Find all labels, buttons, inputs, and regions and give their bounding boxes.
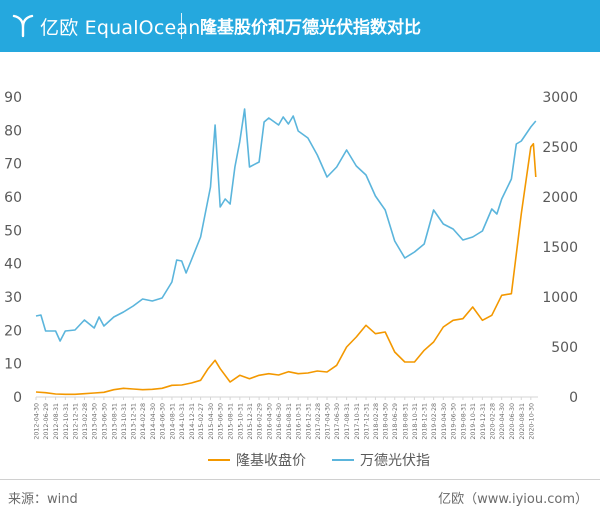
x-axis-tick-label: 2016-08-31 — [286, 403, 293, 440]
right-axis-tick-label: 500 — [551, 340, 578, 356]
x-axis-tick-label: 2017-06-30 — [334, 403, 341, 440]
x-axis-ticks: 2012-04-30 2012-06-29 2012-08-31 2012-10-31… — [34, 397, 535, 440]
legend: 隆基收盘价 万德光伏指 — [208, 452, 430, 469]
left-axis-tick-label: 30 — [4, 290, 22, 306]
page-title: 隆基股价和万德光伏指数对比 — [200, 18, 421, 38]
left-axis-tick-label: 90 — [4, 90, 22, 106]
x-axis-tick-label: 2016-10-31 — [296, 403, 303, 440]
left-axis-tick-label: 80 — [4, 123, 22, 139]
left-axis-tick-label: 70 — [4, 157, 22, 173]
x-axis-tick-label: 2014-06-30 — [160, 403, 167, 440]
x-axis-tick-label: 2013-12-31 — [131, 403, 138, 440]
right-axis-tick-label: 0 — [569, 390, 578, 406]
x-axis-tick-label: 2018-06-29 — [392, 403, 399, 440]
x-axis-tick-label: 2013-02-28 — [82, 403, 89, 440]
x-axis-tick-label: 2013-06-30 — [101, 403, 108, 440]
line-chart: 0 10 20 30 40 50 60 70 80 90 0 500 1000 1500 2000 2500… — [4, 90, 578, 469]
right-axis-tick-label: 1500 — [542, 240, 578, 256]
x-axis-tick-label: 2014-08-31 — [169, 403, 176, 440]
x-axis-tick-label: 2015-06-30 — [218, 403, 225, 440]
equalocean-logo: 亿欧 EqualOcean — [12, 12, 212, 42]
x-axis-tick-label: 2013-10-31 — [121, 403, 128, 440]
credit-note: 亿欧（www.iyiou.com） — [438, 492, 588, 507]
x-axis-tick-label: 2017-08-31 — [344, 403, 351, 440]
source-note: 来源：wind — [8, 492, 78, 507]
x-axis-tick-label: 2019-10-31 — [470, 403, 477, 440]
x-axis-tick-label: 2019-08-31 — [460, 403, 467, 440]
longi-price-series-line — [35, 142, 537, 396]
left-axis-tick-label: 10 — [4, 357, 22, 373]
x-axis-tick-label: 2018-12-31 — [422, 403, 429, 440]
right-axis-tick-label: 3000 — [542, 90, 578, 106]
x-axis-tick-label: 2017-02-28 — [315, 403, 322, 440]
x-axis-tick-label: 2015-04-30 — [208, 403, 215, 440]
series-layer — [35, 108, 537, 396]
footer-divider — [0, 479, 600, 480]
right-axis-tick-label: 2500 — [542, 140, 578, 156]
x-axis-tick-label: 2020-06-30 — [509, 403, 516, 440]
x-axis-tick-label: 2018-04-30 — [383, 403, 390, 440]
x-axis-tick-label: 2016-02-29 — [257, 403, 264, 440]
legend-label: 隆基收盘价 — [236, 452, 306, 469]
logo-mark-icon — [12, 14, 34, 38]
x-axis-tick-label: 2012-04-30 — [34, 403, 41, 440]
x-axis-tick-label: 2018-10-31 — [412, 403, 419, 440]
x-axis-tick-label: 2019-02-28 — [431, 403, 438, 440]
x-axis-tick-label: 2014-04-30 — [150, 403, 157, 440]
x-axis-tick-label: 2017-04-30 — [325, 403, 332, 440]
x-axis-tick-label: 2012-10-31 — [63, 403, 70, 440]
x-axis-tick-label: 2012-08-31 — [53, 403, 60, 440]
x-axis-tick-label: 2019-12-31 — [480, 403, 487, 440]
x-axis-tick-label: 2017-10-31 — [354, 403, 361, 440]
x-axis-tick-label: 2014-12-31 — [189, 403, 196, 440]
x-axis-tick-label: 2015-02-27 — [198, 403, 205, 440]
x-axis-tick-label: 2014-02-28 — [140, 403, 147, 440]
x-axis-tick-label: 2018-08-31 — [402, 403, 409, 440]
x-axis-tick-label: 2012-12-31 — [73, 403, 80, 440]
x-axis-tick-label: 2020-02-28 — [489, 403, 496, 440]
x-axis-tick-label: 2020-10-30 — [528, 403, 535, 440]
x-axis-tick-label: 2015-10-31 — [237, 403, 244, 440]
x-axis-tick-label: 2013-08-31 — [111, 403, 118, 440]
x-axis-tick-label: 2016-04-30 — [266, 403, 273, 440]
left-axis-tick-label: 60 — [4, 190, 22, 206]
logo-text: 亿欧 EqualOcean — [40, 17, 201, 39]
x-axis-tick-label: 2013-04-30 — [92, 403, 99, 440]
x-axis-tick-label: 2018-02-28 — [373, 403, 380, 440]
x-axis-tick-label: 2015-12-31 — [247, 403, 254, 440]
x-axis-tick-label: 2020-04-30 — [499, 403, 506, 440]
x-axis-tick-label: 2016-06-30 — [276, 403, 283, 440]
right-axis-tick-label: 1000 — [542, 290, 578, 306]
left-axis-tick-label: 50 — [4, 223, 22, 239]
header-divider — [181, 13, 182, 39]
x-axis-tick-label: 2012-06-29 — [43, 403, 50, 440]
right-axis-ticks: 0 500 1000 1500 2000 2500 3000 — [542, 90, 578, 406]
left-axis-ticks: 0 10 20 30 40 50 60 70 80 90 — [4, 90, 22, 406]
x-axis-tick-label: 2020-08-31 — [519, 403, 526, 440]
x-axis-tick-label: 2015-08-31 — [228, 403, 235, 440]
x-axis-tick-label: 2017-12-31 — [364, 403, 371, 440]
right-axis-tick-label: 2000 — [542, 190, 578, 206]
header-banner: 亿欧 EqualOcean 隆基股价和万德光伏指数对比 — [0, 0, 600, 52]
left-axis-tick-label: 40 — [4, 257, 22, 273]
legend-label: 万德光伏指 — [360, 453, 430, 469]
left-axis-tick-label: 0 — [13, 390, 22, 406]
x-axis-tick-label: 2016-12-31 — [305, 403, 312, 440]
pv-index-series-line — [35, 108, 537, 342]
x-axis-tick-label: 2019-04-30 — [441, 403, 448, 440]
left-axis-tick-label: 20 — [4, 323, 22, 339]
x-axis-tick-label: 2014-10-31 — [179, 403, 186, 440]
x-axis-tick-label: 2019-06-30 — [451, 403, 458, 440]
